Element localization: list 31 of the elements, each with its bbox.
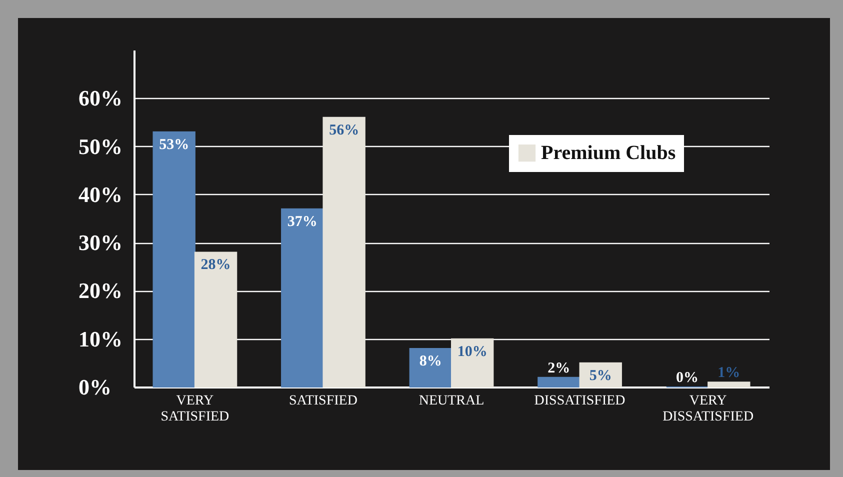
data-label: 5% xyxy=(589,368,612,384)
y-tick-label: 50% xyxy=(78,134,122,159)
data-label: 56% xyxy=(329,122,360,138)
data-label: 8% xyxy=(419,353,442,370)
x-tick-label: DISSATISFIED xyxy=(534,394,626,408)
x-tick-label: VERY SATISFIED xyxy=(160,394,230,424)
bar xyxy=(322,116,366,388)
data-label: 2% xyxy=(548,360,570,376)
x-tick-label: NEUTRAL xyxy=(418,394,484,408)
x-tick-label: VERY DISSATISFIED xyxy=(662,394,754,424)
y-tick-label: 30% xyxy=(78,230,122,256)
data-label: 1% xyxy=(718,365,740,382)
data-label: 53% xyxy=(159,136,190,153)
y-tick-label: 20% xyxy=(78,278,122,304)
data-label: 28% xyxy=(200,257,231,274)
bar xyxy=(538,376,580,388)
y-tick-label: 0% xyxy=(78,374,112,400)
bar xyxy=(708,382,750,388)
bar xyxy=(152,131,196,388)
data-label: 37% xyxy=(287,214,318,230)
data-label: 10% xyxy=(457,344,488,360)
bar xyxy=(281,208,324,388)
legend-label: Premium Clubs xyxy=(541,142,676,164)
bar xyxy=(451,338,494,388)
y-tick-label: 60% xyxy=(78,86,122,111)
y-tick-label: 10% xyxy=(78,326,122,352)
bar xyxy=(409,348,452,388)
bar xyxy=(194,252,238,388)
x-tick-label: SATISFIED xyxy=(288,394,358,408)
data-label: 0% xyxy=(676,370,698,386)
y-tick-label: 40% xyxy=(78,182,122,207)
